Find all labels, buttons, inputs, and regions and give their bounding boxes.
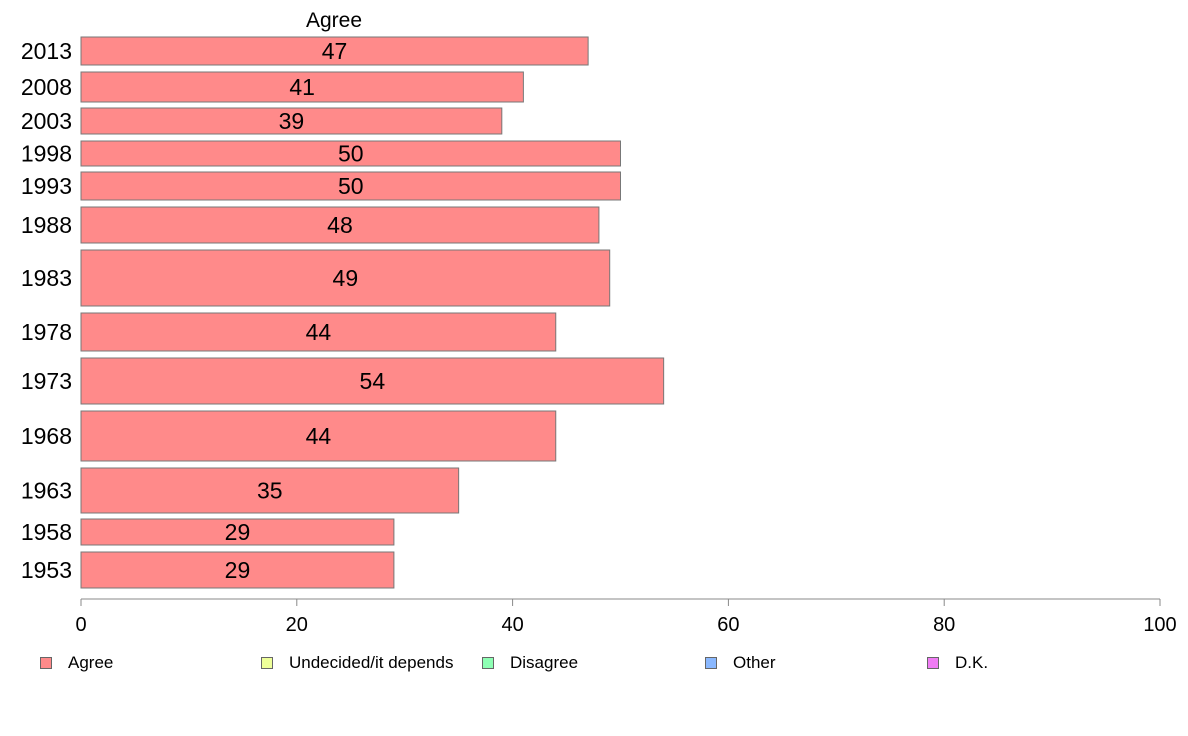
value-label-1998: 50 [338,141,364,167]
value-label-1968: 44 [306,423,332,449]
bar-1958 [80,518,395,546]
category-label-1973: 1973 [21,368,72,394]
bar-2013 [80,36,589,66]
bar-chart: Agree 2013 47 2008 41 2003 39 1998 50 1993 50 1988… [21,9,1177,636]
legend-swatch-undecided [261,657,273,669]
legend-label-agree: Agree [68,653,114,672]
legend-label-other: Other [733,653,776,672]
value-label-2008: 41 [289,74,315,100]
category-label-1958: 1958 [21,519,72,545]
value-label-1953: 29 [225,557,251,583]
category-label-1983: 1983 [21,265,72,291]
category-label-1998: 1998 [21,141,72,167]
category-label-1963: 1963 [21,478,72,504]
category-label-1988: 1988 [21,212,72,238]
bar-1998 [80,140,621,167]
value-label-1958: 29 [225,519,251,545]
x-tick-label-100: 100 [1143,614,1176,636]
legend-label-dk: D.K. [955,653,989,672]
x-axis: 0 20 40 60 80 100 [75,598,1177,636]
category-label-1978: 1978 [21,319,72,345]
category-label-2013: 2013 [21,38,72,64]
value-label-1963: 35 [257,478,283,504]
value-label-2013: 47 [322,38,348,64]
value-label-1983: 49 [333,265,359,291]
x-tick-label-60: 60 [717,614,739,636]
legend-item-disagree: Disagree [482,652,578,674]
bar-1953 [80,551,395,589]
bar-1973 [80,357,665,405]
x-tick-label-80: 80 [933,614,955,636]
bar-1978 [80,312,557,352]
chart-title: Agree [306,9,362,32]
legend-swatch-agree [40,657,52,669]
bar-1983 [80,249,611,307]
category-label-2008: 2008 [21,74,72,100]
category-label-1953: 1953 [21,557,72,583]
legend-swatch-other [705,657,717,669]
legend-item-undecided: Undecided/it depends [261,652,453,674]
category-label-1993: 1993 [21,173,72,199]
bar-1968 [80,410,557,462]
x-tick-label-40: 40 [501,614,523,636]
bar-1963 [80,467,460,514]
legend-label-undecided: Undecided/it depends [289,653,454,672]
category-label-1968: 1968 [21,423,72,449]
bars-layer: 2013 47 2008 41 2003 39 1998 50 1993 50 1988 48 1983… [21,36,665,589]
bar-1993 [80,171,621,201]
legend: Agree Undecided/it depends Disagree Othe… [0,652,1188,674]
legend-item-agree: Agree [40,652,113,674]
category-label-2003: 2003 [21,108,72,134]
legend-swatch-disagree [482,657,494,669]
bar-2008 [80,71,524,103]
legend-label-disagree: Disagree [510,653,579,672]
value-label-1978: 44 [306,319,332,345]
bar-1988 [80,206,600,244]
legend-item-other: Other [705,652,776,674]
legend-swatch-dk [927,657,939,669]
x-tick-label-0: 0 [75,614,86,636]
x-tick-label-20: 20 [286,614,308,636]
value-label-1973: 54 [360,368,386,394]
bar-2003 [80,107,503,135]
legend-item-dk: D.K. [927,652,988,674]
value-label-1988: 48 [327,212,353,238]
value-label-2003: 39 [279,108,305,134]
value-label-1993: 50 [338,173,364,199]
